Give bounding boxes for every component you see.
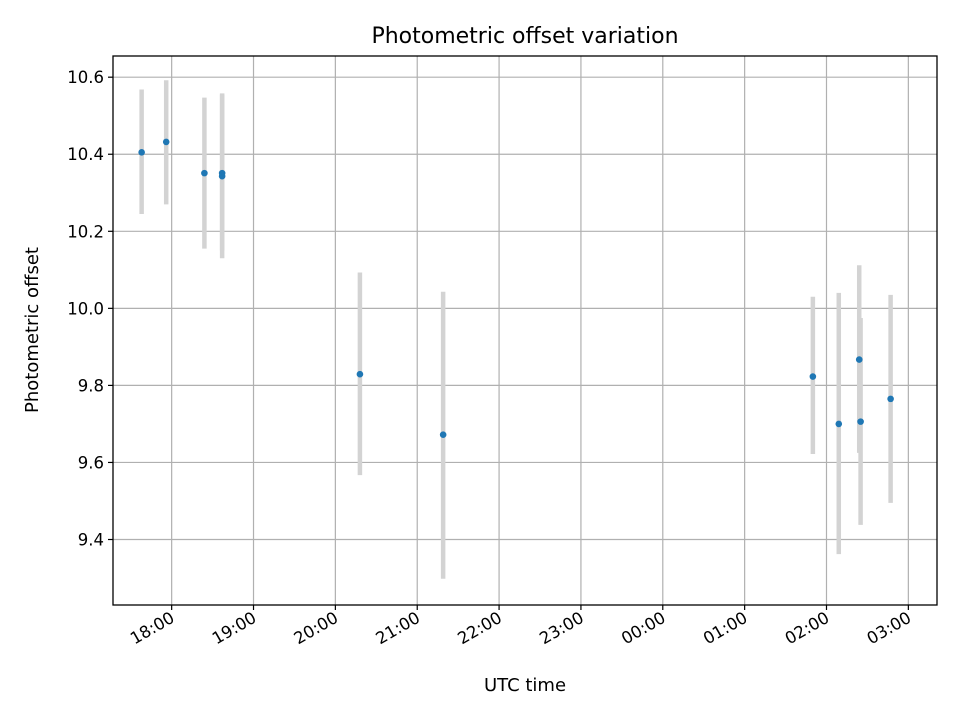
y-tick-label: 9.6 — [78, 453, 104, 472]
data-point — [201, 169, 208, 177]
y-tick-label: 10.2 — [67, 222, 104, 241]
y-axis-label: Photometric offset — [22, 247, 43, 413]
data-point — [835, 420, 843, 428]
data-point — [857, 418, 864, 425]
data-point — [356, 370, 364, 378]
y-tick-label: 9.8 — [78, 376, 104, 395]
data-point — [218, 172, 226, 180]
chart-title: Photometric offset variation — [371, 24, 678, 49]
x-axis-label: UTC time — [484, 675, 566, 696]
y-tick-label: 10.4 — [67, 145, 104, 164]
y-tick-label: 10.0 — [67, 299, 104, 318]
data-point — [887, 395, 894, 403]
grid-layer — [113, 56, 937, 605]
data-point — [138, 149, 145, 156]
data-point — [439, 431, 447, 439]
data-point — [809, 373, 817, 380]
plot-frame — [112, 55, 938, 606]
data-point — [162, 138, 170, 146]
data-point — [855, 356, 863, 363]
y-tick-label: 10.6 — [67, 68, 104, 87]
point-layer — [138, 138, 894, 439]
y-tick-label: 9.4 — [78, 531, 104, 550]
